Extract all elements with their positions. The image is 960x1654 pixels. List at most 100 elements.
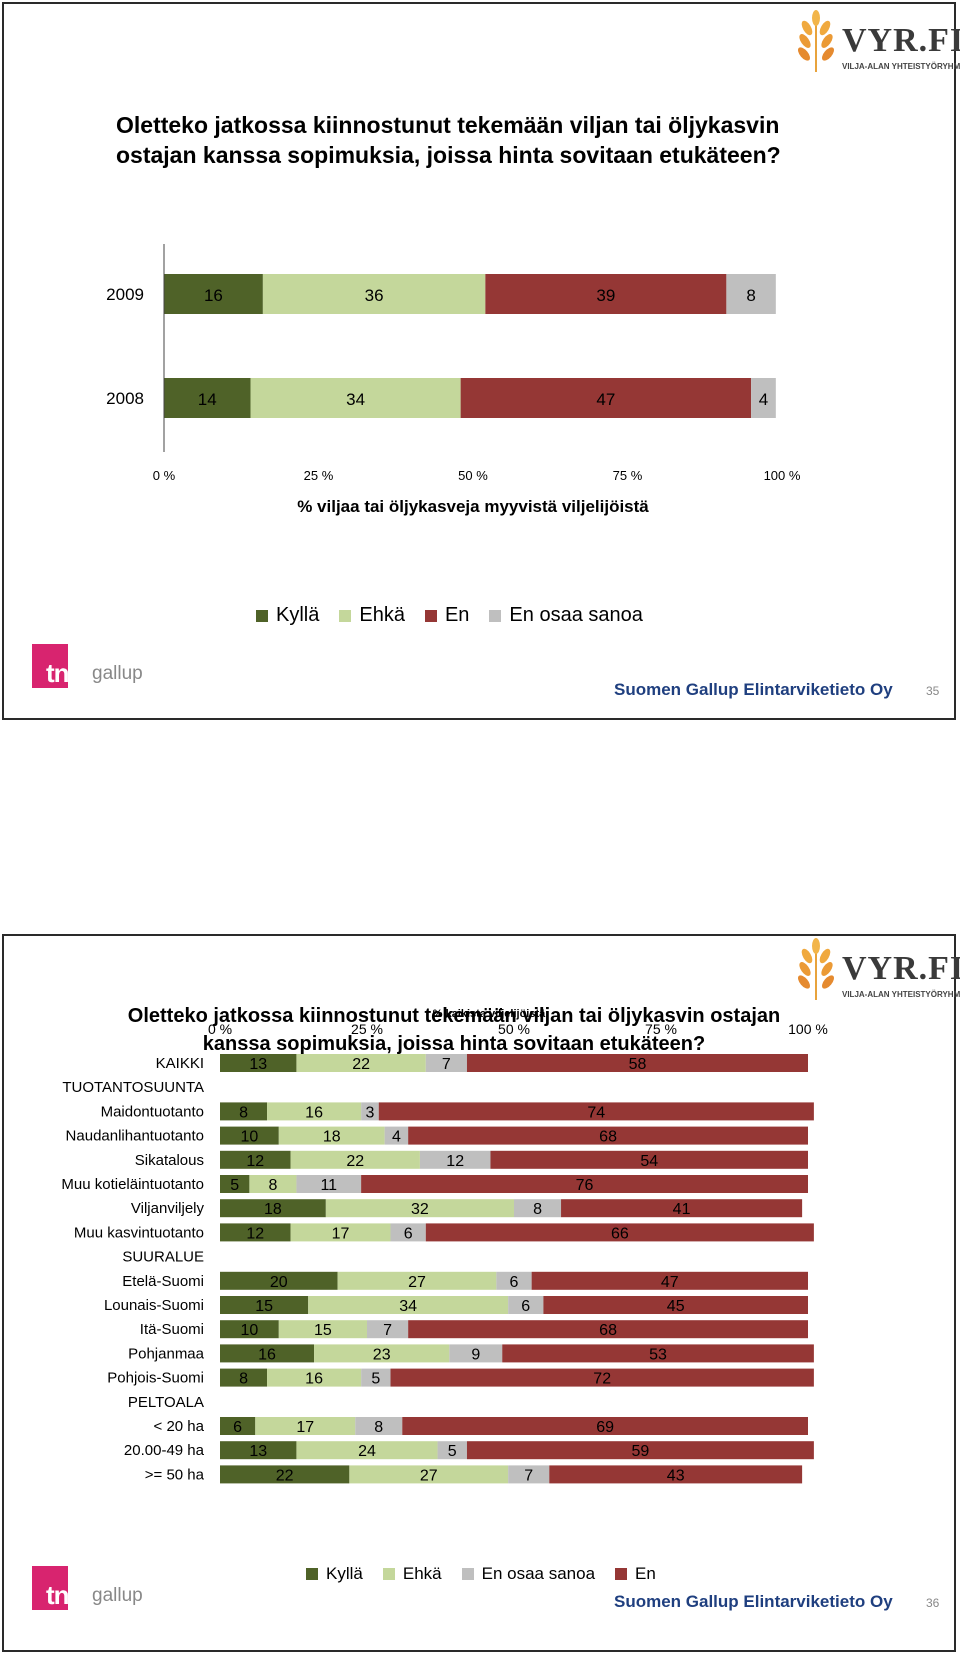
data-label: 68	[599, 1129, 617, 1146]
data-label: 3	[365, 1104, 374, 1121]
bar-segment-ehkä	[262, 274, 486, 314]
wheat-icon	[798, 938, 834, 1000]
legend-label: En	[444, 604, 470, 626]
data-label: 12	[246, 1225, 264, 1242]
data-label: 27	[408, 1274, 426, 1291]
category-label: Sikatalous	[135, 1152, 204, 1169]
category-label: KAIKKI	[156, 1055, 204, 1072]
slide-35: VYR.FI VILJA-ALAN YHTEISTYÖRYHMÄ Olettek…	[2, 2, 960, 720]
data-label: 6	[404, 1225, 413, 1242]
data-label: 12	[446, 1153, 464, 1170]
bar-segment-ehkä	[314, 1344, 450, 1363]
legend-label: Kyllä	[276, 604, 320, 626]
bar-segment-en-osaa-sanoa	[751, 378, 776, 418]
chart-1: 2009 16 36 39 8 2008 14 34 47 4 0 % 25 % 50 % 75 % 100…	[106, 244, 801, 516]
data-label: 4	[392, 1129, 401, 1146]
bar-segment-kyllä	[220, 1150, 291, 1169]
data-label: 6	[233, 1419, 242, 1436]
legend-item-ehkä: Ehkä	[382, 1564, 442, 1584]
x-tick-label: 25 %	[304, 468, 334, 483]
legend-label: Ehkä	[359, 604, 405, 626]
x-tick-label: 50 %	[458, 468, 488, 483]
bar-segment-en	[561, 1199, 803, 1218]
bar-segment-kyllä	[220, 1175, 250, 1193]
data-label: 9	[471, 1346, 480, 1363]
bar-segment-en	[490, 1150, 808, 1169]
data-label: 6	[521, 1298, 530, 1315]
data-label: 68	[599, 1322, 617, 1339]
x-tick-label: 50 %	[498, 1021, 530, 1037]
legend-swatch	[615, 1568, 628, 1580]
data-label: 36	[365, 286, 384, 305]
data-label: 41	[673, 1201, 691, 1218]
bar-segment-en-osaa-sanoa	[419, 1150, 491, 1169]
bar-segment-ehkä	[278, 1126, 385, 1145]
legend-1: Kyllä Ehkä En En osaa sanoa	[256, 604, 663, 627]
bar-segment-kyllä	[220, 1368, 268, 1387]
bar-segment-en-osaa-sanoa	[508, 1296, 544, 1314]
bar-segment-en-osaa-sanoa	[361, 1102, 379, 1121]
data-label: 8	[533, 1201, 542, 1218]
logo-brand: VYR.FI	[842, 950, 960, 987]
x-tick-label: 25 %	[351, 1021, 383, 1037]
x-tick-label: 0 %	[208, 1021, 232, 1037]
bar-segment-ehkä	[278, 1320, 367, 1339]
bar-segment-kyllä	[220, 1344, 315, 1363]
bar-segment-ehkä	[349, 1465, 509, 1484]
data-label: 12	[246, 1153, 264, 1170]
bar-segment-kyllä	[220, 1223, 291, 1242]
legend-item-en-osaa-sanoa: En osaa sanoa	[461, 1564, 595, 1584]
data-label: 7	[383, 1322, 392, 1339]
data-label: 23	[373, 1346, 391, 1363]
bar-segment-en	[408, 1320, 808, 1339]
category-label: Naudanlihantuotanto	[66, 1128, 204, 1145]
bar-segment-ehkä	[255, 1417, 356, 1435]
bar-segment-ehkä	[290, 1150, 420, 1169]
bar-segment-kyllä	[220, 1102, 268, 1121]
category-label: Itä-Suomi	[140, 1321, 204, 1338]
bar-segment-en-osaa-sanoa	[355, 1417, 403, 1435]
data-label: 14	[198, 390, 217, 409]
legend-label: En	[635, 1564, 656, 1583]
legend-item-en-osaa-sanoa: En osaa sanoa	[489, 604, 643, 627]
bar-segment-ehkä	[325, 1199, 514, 1218]
chart-title: Oletteko jatkossa kiinnostunut tekemään …	[116, 110, 876, 170]
footer-company: Suomen Gallup Elintarviketieto Oy	[614, 1592, 893, 1611]
slide-36: VYR.FI VILJA-ALAN YHTEISTYÖRYHMÄ Olettek…	[2, 934, 960, 1652]
logo-tagline: VILJA-ALAN YHTEISTYÖRYHMÄ	[842, 990, 960, 999]
legend-item-kyllä: Kyllä	[256, 604, 319, 627]
bar-segment-en	[390, 1368, 814, 1387]
bar-segment-kyllä	[220, 1199, 326, 1218]
bar-segment-ehkä	[337, 1271, 497, 1290]
data-label: 16	[305, 1371, 323, 1388]
data-label: 43	[667, 1467, 685, 1484]
data-label: 16	[258, 1346, 276, 1363]
bar-segment-ehkä	[250, 378, 461, 418]
category-label: Maidontuotanto	[101, 1103, 204, 1120]
bar-segment-ehkä	[296, 1441, 438, 1460]
bar-segment-en	[531, 1271, 808, 1290]
category-label: 20.00-49 ha	[124, 1442, 205, 1459]
bar-segment-en	[466, 1441, 814, 1460]
data-label: 59	[632, 1443, 650, 1460]
legend-swatch	[339, 609, 352, 622]
category-label: PELTOALA	[128, 1394, 204, 1411]
data-label: 54	[640, 1153, 658, 1170]
data-label: 8	[239, 1371, 248, 1388]
data-label: 5	[230, 1177, 239, 1194]
bar-segment-kyllä	[220, 1126, 279, 1145]
data-label: 32	[411, 1201, 429, 1218]
legend-2: Kyllä Ehkä En osaa sanoa En	[306, 1564, 676, 1584]
legend-swatch	[461, 1568, 474, 1580]
bar-segment-en	[425, 1223, 814, 1242]
data-label: 74	[587, 1104, 605, 1121]
logo-tagline: VILJA-ALAN YHTEISTYÖRYHMÄ	[842, 62, 960, 71]
x-tick-label: 75 %	[645, 1021, 677, 1037]
category-label: Muu kasvintuotanto	[74, 1224, 204, 1241]
vyr-logo: VYR.FI VILJA-ALAN YHTEISTYÖRYHMÄ	[786, 10, 960, 76]
category-label: >= 50 ha	[145, 1466, 205, 1483]
vyr-logo: VYR.FI VILJA-ALAN YHTEISTYÖRYHMÄ	[786, 938, 960, 1004]
data-label: 27	[420, 1467, 438, 1484]
category-label: 2008	[106, 389, 144, 408]
data-label: 15	[314, 1322, 332, 1339]
